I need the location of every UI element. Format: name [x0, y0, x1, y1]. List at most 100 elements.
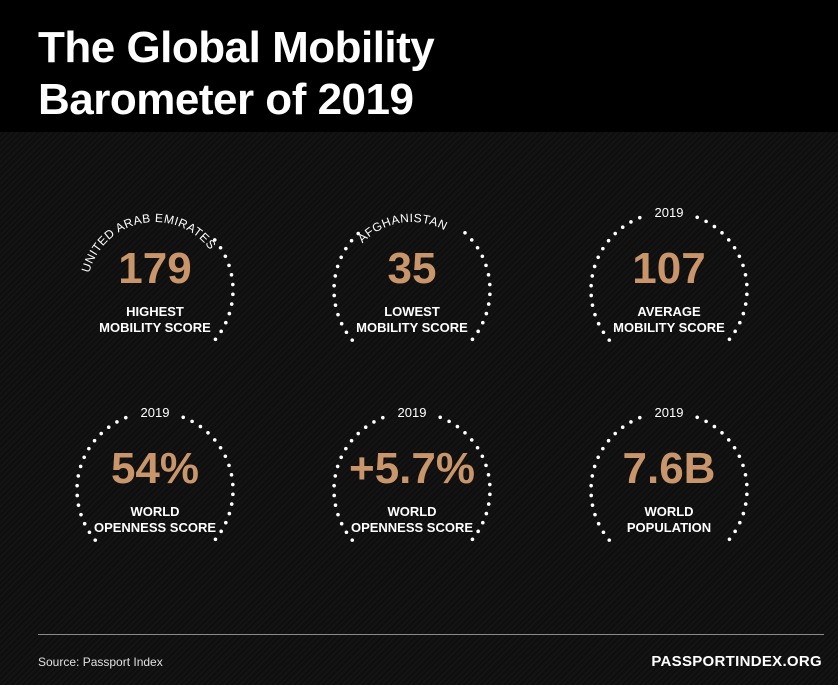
arc-dot	[720, 230, 724, 235]
stat-highest-mobility: UNITED ARAB EMIRATES 179 HIGHEST MOBILITY…	[65, 200, 245, 380]
arc-dot	[332, 483, 336, 488]
stat-average-mobility: 2019 107 AVERAGE MOBILITY SCORE	[579, 200, 759, 380]
arc-dot	[227, 511, 232, 516]
arc-dot	[470, 537, 475, 542]
arc-dot	[333, 474, 338, 478]
arc-dot	[75, 483, 79, 488]
arc-dot	[229, 473, 234, 477]
stat-value: 179	[118, 244, 192, 293]
arc-dot	[332, 293, 336, 298]
arc-dot	[589, 283, 593, 288]
arc-dot	[620, 425, 625, 430]
arc-dot	[743, 502, 748, 506]
arc-dot	[590, 503, 595, 507]
arc-dot	[481, 320, 485, 325]
arc-dot	[219, 529, 223, 534]
arc-dot	[218, 245, 223, 250]
arc-dot	[363, 425, 368, 430]
stat-tag: 2019	[398, 405, 427, 420]
arc-dot	[486, 302, 491, 306]
arc-dot	[712, 424, 717, 429]
stat-label: WORLD OPENNESS SCORE	[93, 504, 217, 535]
arc-dot	[695, 215, 700, 220]
stat-label: HIGHEST MOBILITY SCORE	[99, 304, 211, 335]
arc-dot	[87, 530, 92, 535]
arc-dot	[743, 302, 748, 306]
arc-dot	[349, 438, 354, 443]
arc-dot	[344, 530, 349, 535]
arc-dot	[356, 431, 361, 436]
arc-dot	[87, 446, 91, 451]
arc-dot	[339, 521, 344, 526]
arc-dot	[480, 254, 485, 259]
arc-dot	[743, 473, 748, 477]
arc-dot	[738, 320, 742, 325]
stat-world-openness: 2019 54% WORLD OPENNESS SCORE	[65, 400, 245, 580]
arc-dot	[486, 473, 491, 477]
arc-dot	[745, 482, 749, 487]
site-url[interactable]: PASSPORTINDEX.ORG	[651, 653, 822, 670]
dotted-arc: 2019	[589, 405, 749, 542]
arc-dot	[741, 463, 745, 468]
arc-dot	[488, 492, 492, 497]
title-highlight: Global Mobility	[124, 22, 439, 74]
arc-dot	[224, 520, 228, 525]
arc-dot	[488, 282, 492, 287]
arc-dot	[726, 238, 731, 242]
arc-dot	[726, 438, 731, 442]
arc-dot	[720, 430, 724, 435]
arc-dot	[481, 520, 485, 525]
arc-dot	[589, 293, 593, 298]
arc-dot	[123, 415, 128, 420]
arc-dot	[438, 415, 443, 420]
arc-dot	[463, 230, 467, 235]
arc-dot	[336, 312, 340, 317]
arc-dot	[227, 463, 231, 468]
stat-lowest-mobility: AFGHANISTAN 35 LOWEST MOBILITY SCORE	[322, 200, 502, 380]
arc-dot	[712, 224, 717, 229]
arc-dot	[745, 492, 749, 497]
stats-panel	[0, 132, 838, 685]
arc-dot	[745, 282, 749, 287]
stat-world-openness-change: 2019 +5.7% WORLD OPENNESS SCORE	[322, 400, 502, 580]
arc-dot	[333, 303, 338, 307]
arc-dot	[484, 311, 489, 316]
arc-dot	[82, 455, 86, 460]
arc-dot	[206, 430, 210, 435]
arc-dot	[593, 312, 597, 317]
arc-dot	[745, 292, 749, 297]
arc-dot	[115, 420, 119, 424]
stat-label: WORLD POPULATION	[626, 504, 712, 535]
arc-dot	[333, 503, 338, 507]
arc-dot	[589, 493, 593, 498]
arc-dot	[339, 455, 343, 460]
arc-dot	[106, 425, 111, 430]
arc-dot	[590, 474, 595, 478]
arc-dot	[335, 264, 340, 269]
arc-dot	[332, 283, 336, 288]
arc-dot	[227, 263, 231, 268]
arc-dot	[738, 520, 742, 525]
arc-dot	[484, 511, 489, 516]
arc-dot	[620, 225, 625, 230]
arc-dot	[475, 445, 480, 450]
footer-divider	[38, 634, 824, 635]
stat-label: LOWEST MOBILITY SCORE	[356, 304, 468, 335]
arc-dot	[344, 330, 349, 335]
stat-tag: 2019	[655, 405, 684, 420]
arc-dot	[737, 254, 742, 259]
arc-dot	[380, 415, 385, 420]
arc-dot	[181, 415, 186, 420]
arc-dot	[637, 215, 642, 220]
arc-dot	[99, 431, 104, 436]
title-prefix: The	[38, 23, 127, 72]
arc-dot	[601, 246, 605, 251]
arc-dot	[476, 329, 480, 334]
arc-dot	[219, 329, 223, 334]
arc-dot	[229, 302, 234, 306]
dotted-arc: UNITED ARAB EMIRATES	[79, 211, 235, 342]
arc-dot	[601, 446, 605, 451]
stat-value: 54%	[110, 444, 200, 493]
arc-dot	[75, 493, 79, 498]
arc-dot	[227, 311, 232, 316]
